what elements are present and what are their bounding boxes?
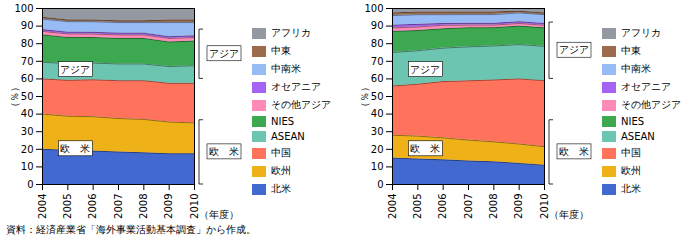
svg-text:2010: 2010 [188, 193, 200, 219]
html-text:その他アジア: その他アジア [271, 99, 331, 110]
svg-text:50: 50 [21, 91, 34, 102]
html-text:中国: 中国 [271, 147, 291, 158]
svg-text:40: 40 [371, 108, 384, 119]
svg-text:2006: 2006 [87, 194, 98, 219]
svg-text:欧 米: 欧 米 [209, 146, 239, 157]
svg-text:欧 米: 欧 米 [60, 143, 90, 154]
svg-text:100: 100 [14, 3, 33, 14]
svg-text:欧 米: 欧 米 [559, 146, 589, 157]
html-text:ASEAN: ASEAN [271, 131, 305, 142]
html-text:中南米: 中南米 [621, 63, 651, 74]
html-text:中南米: 中南米 [271, 63, 301, 74]
svg-text:20: 20 [371, 144, 384, 155]
svg-text:2007: 2007 [113, 194, 124, 219]
svg-text:90: 90 [21, 20, 34, 31]
svg-text:100: 100 [364, 3, 383, 14]
svg-text:アジア: アジア [559, 44, 589, 55]
svg-text:2008: 2008 [138, 194, 149, 219]
html-text:北米: 北米 [271, 183, 291, 194]
svg-text:70: 70 [21, 56, 34, 67]
svg-text:2007: 2007 [463, 194, 474, 219]
html-text:NIES: NIES [621, 116, 645, 127]
html-text:中東: 中東 [271, 45, 291, 56]
svg-text:20: 20 [21, 144, 34, 155]
svg-text:2006: 2006 [437, 194, 448, 219]
svg-text:30: 30 [371, 126, 384, 137]
svg-text:欧 米: 欧 米 [410, 143, 440, 154]
svg-text:80: 80 [371, 38, 384, 49]
svg-text:（年度）: （年度） [199, 209, 239, 220]
svg-text:0: 0 [377, 179, 383, 190]
svg-text:10: 10 [371, 161, 384, 172]
html-text:資料：経済産業省「海外事業活動基本調査」から作成。: 資料：経済産業省「海外事業活動基本調査」から作成。 [6, 224, 256, 235]
svg-text:80: 80 [21, 38, 34, 49]
html-text:欧州: 欧州 [621, 165, 641, 176]
svg-text:60: 60 [371, 73, 384, 84]
html-text:オセアニア: オセアニア [271, 81, 321, 92]
svg-text:2004: 2004 [387, 194, 398, 219]
svg-text:30: 30 [21, 126, 34, 137]
html-text:中東: 中東 [621, 45, 641, 56]
html-text:NIES: NIES [271, 116, 295, 127]
svg-text:70: 70 [371, 56, 384, 67]
svg-text:2009: 2009 [163, 194, 174, 219]
svg-text:（年度）: （年度） [549, 209, 589, 220]
svg-text:2004: 2004 [37, 194, 48, 219]
svg-text:40: 40 [21, 108, 34, 119]
html-text:ASEAN: ASEAN [621, 131, 655, 142]
svg-text:2009: 2009 [513, 194, 524, 219]
svg-text:90: 90 [371, 20, 384, 31]
svg-text:10: 10 [21, 161, 34, 172]
html-text:アフリカ: アフリカ [271, 27, 311, 38]
html-text:アフリカ: アフリカ [621, 27, 661, 38]
html-text:中国: 中国 [621, 147, 641, 158]
svg-text:50: 50 [371, 91, 384, 102]
html-text:その他アジア: その他アジア [621, 99, 681, 110]
html-text:オセアニア: オセアニア [621, 81, 671, 92]
svg-text:アジア: アジア [209, 48, 239, 59]
svg-text:2005: 2005 [412, 194, 423, 219]
svg-text:2010: 2010 [538, 193, 550, 219]
svg-text:0: 0 [27, 179, 33, 190]
svg-text:アジア: アジア [60, 64, 90, 75]
svg-text:2005: 2005 [62, 194, 73, 219]
html-text:北米: 北米 [621, 183, 641, 194]
svg-text:（％）: （％） [9, 82, 20, 112]
html-text:欧州: 欧州 [271, 165, 291, 176]
svg-text:（％）: （％） [359, 82, 370, 112]
svg-text:アジア: アジア [410, 64, 440, 75]
svg-text:60: 60 [21, 73, 34, 84]
svg-text:2008: 2008 [488, 194, 499, 219]
